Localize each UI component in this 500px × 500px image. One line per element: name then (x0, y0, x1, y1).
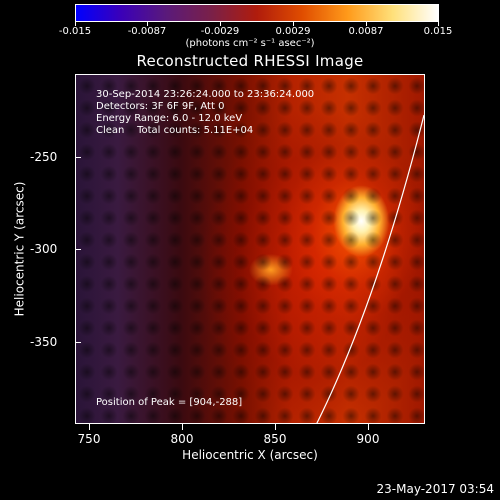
colorbar-tick (366, 22, 367, 26)
y-tick-label: -250 (30, 150, 58, 164)
info-time-range: 30-Sep-2014 23:26:24.000 to 23:36:24.000 (96, 89, 315, 100)
solar-limb-svg (316, 114, 424, 423)
x-tick-label: 850 (263, 432, 287, 446)
info-clean-counts: Clean Total counts: 5.11E+04 (96, 125, 254, 136)
peak-position: Position of Peak = [904,-288] (96, 397, 243, 408)
image-title: Reconstructed RHESSI Image (136, 52, 364, 70)
colorbar-tick (438, 22, 439, 26)
footer-timestamp: 23-May-2017 03:54 (376, 482, 494, 496)
info-energy-range: Energy Range: 6.0 - 12.0 keV (96, 113, 243, 124)
colorbar-label: -0.0087 (127, 26, 167, 37)
colorbar-tick (220, 22, 221, 26)
x-axis-title: Heliocentric X (arcsec) (182, 448, 318, 462)
colorbar-units: (photons cm⁻² s⁻¹ asec⁻²) (185, 38, 315, 49)
y-tick (75, 342, 81, 343)
info-detectors: Detectors: 3F 6F 9F, Att 0 (96, 101, 225, 112)
colorbar-label: 0.0087 (348, 26, 384, 37)
x-tick-label: 800 (170, 432, 194, 446)
y-tick-label: -300 (30, 242, 58, 256)
solar-limb-line (316, 114, 424, 423)
y-tick (75, 157, 81, 158)
colorbar-label: 0.015 (423, 26, 453, 37)
x-tick-label: 750 (77, 432, 101, 446)
x-tick (368, 424, 369, 430)
colorbar-label: -0.015 (58, 26, 92, 37)
colorbar-tick (147, 22, 148, 26)
y-tick (75, 249, 81, 250)
colorbar (75, 4, 439, 22)
colorbar-label: 0.0029 (275, 26, 311, 37)
colorbar-tick (75, 22, 76, 26)
y-tick-label: -350 (30, 335, 58, 349)
x-tick (275, 424, 276, 430)
x-tick (182, 424, 183, 430)
colorbar-label: -0.0029 (200, 26, 240, 37)
colorbar-tick (293, 22, 294, 26)
y-axis-title: Heliocentric Y (arcsec) (12, 181, 27, 317)
x-tick-label: 900 (356, 432, 380, 446)
solar-image: 30-Sep-2014 23:26:24.000 to 23:36:24.000… (75, 74, 425, 424)
x-tick (89, 424, 90, 430)
